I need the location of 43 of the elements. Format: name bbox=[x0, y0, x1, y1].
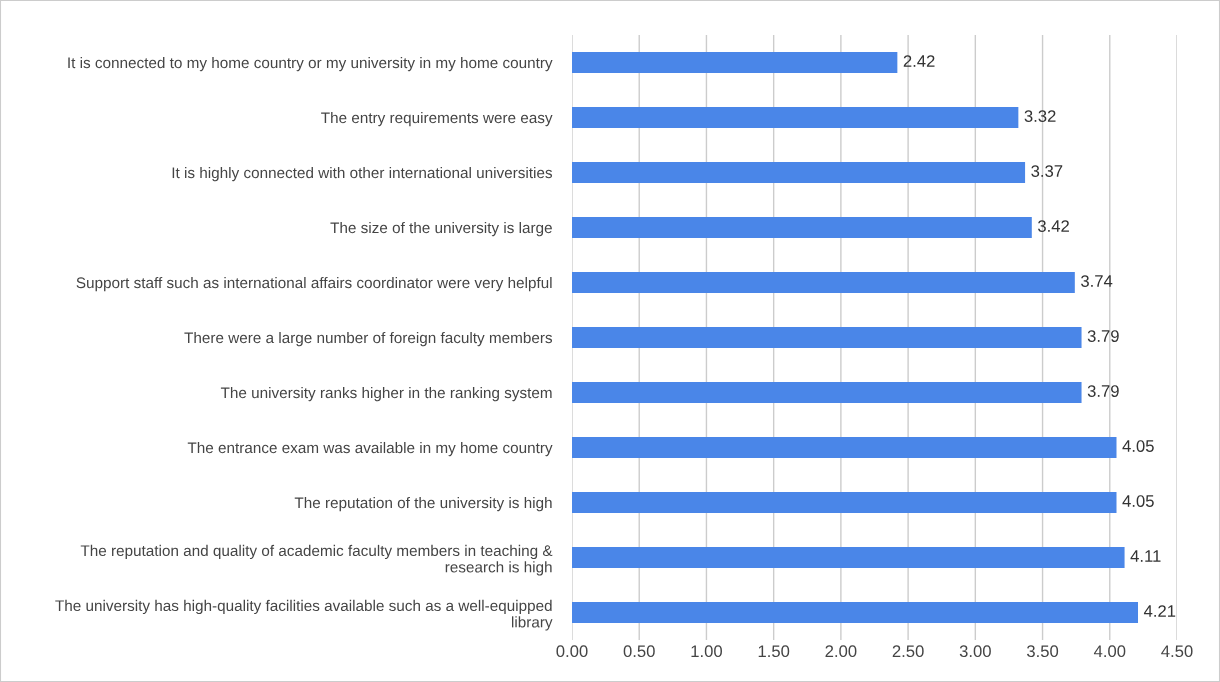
x-tick-label: 0.50 bbox=[623, 645, 655, 658]
y-tick-label: The entry requirements were easy bbox=[321, 111, 553, 127]
x-tick-label: 1.50 bbox=[758, 645, 790, 658]
y-tick-label: The university ranks higher in the ranking system bbox=[220, 386, 552, 402]
x-tick-label: 4.50 bbox=[1161, 645, 1193, 658]
data-label: 3.42 bbox=[1037, 220, 1069, 232]
data-label: 4.05 bbox=[1122, 440, 1154, 452]
y-tick-label: It is highly connected with other international universities bbox=[172, 166, 553, 182]
bar bbox=[572, 52, 898, 73]
bar bbox=[572, 327, 1082, 348]
data-label: 4.21 bbox=[1143, 605, 1176, 617]
y-tick-label: The university has high-quality facilities available such as a well-equipped library bbox=[55, 599, 553, 631]
data-label: 4.05 bbox=[1122, 495, 1154, 507]
bar bbox=[572, 162, 1026, 183]
x-tick-label: 1.00 bbox=[691, 645, 723, 658]
data-label: 3.32 bbox=[1024, 110, 1056, 122]
data-label: 2.42 bbox=[903, 55, 935, 67]
data-label: 3.74 bbox=[1081, 275, 1113, 287]
x-tick-label: 3.00 bbox=[959, 645, 991, 658]
y-tick-label: Support staff such as international affairs coordinator were very helpful bbox=[76, 276, 552, 292]
x-tick-label: 0.00 bbox=[556, 645, 588, 658]
x-tick-label: 4.00 bbox=[1093, 645, 1126, 658]
data-label: 3.79 bbox=[1087, 385, 1119, 397]
y-tick-label: The reputation and quality of academic faculty members in teaching & research is high bbox=[80, 544, 553, 576]
bar bbox=[572, 107, 1019, 128]
bar bbox=[572, 437, 1117, 458]
bar bbox=[572, 382, 1082, 403]
y-tick-label: The entrance exam was available in my home country bbox=[187, 441, 553, 457]
bar bbox=[572, 272, 1075, 293]
data-label: 3.37 bbox=[1031, 165, 1063, 177]
y-tick-label: The size of the university is large bbox=[330, 221, 552, 237]
y-tick-label: The reputation of the university is high bbox=[294, 496, 552, 512]
bar bbox=[572, 602, 1139, 623]
bar bbox=[572, 492, 1117, 513]
data-label: 3.79 bbox=[1087, 330, 1119, 342]
x-tick-label: 2.50 bbox=[892, 645, 924, 658]
bar bbox=[572, 217, 1032, 238]
y-tick-label: There were a large number of foreign faculty members bbox=[184, 331, 553, 347]
x-tick-label: 3.50 bbox=[1026, 645, 1059, 658]
bar bbox=[572, 547, 1125, 568]
data-label: 4.11 bbox=[1130, 550, 1161, 562]
y-tick-label: It is connected to my home country or my university in my home country bbox=[68, 56, 553, 72]
x-tick-label: 2.00 bbox=[825, 645, 857, 658]
